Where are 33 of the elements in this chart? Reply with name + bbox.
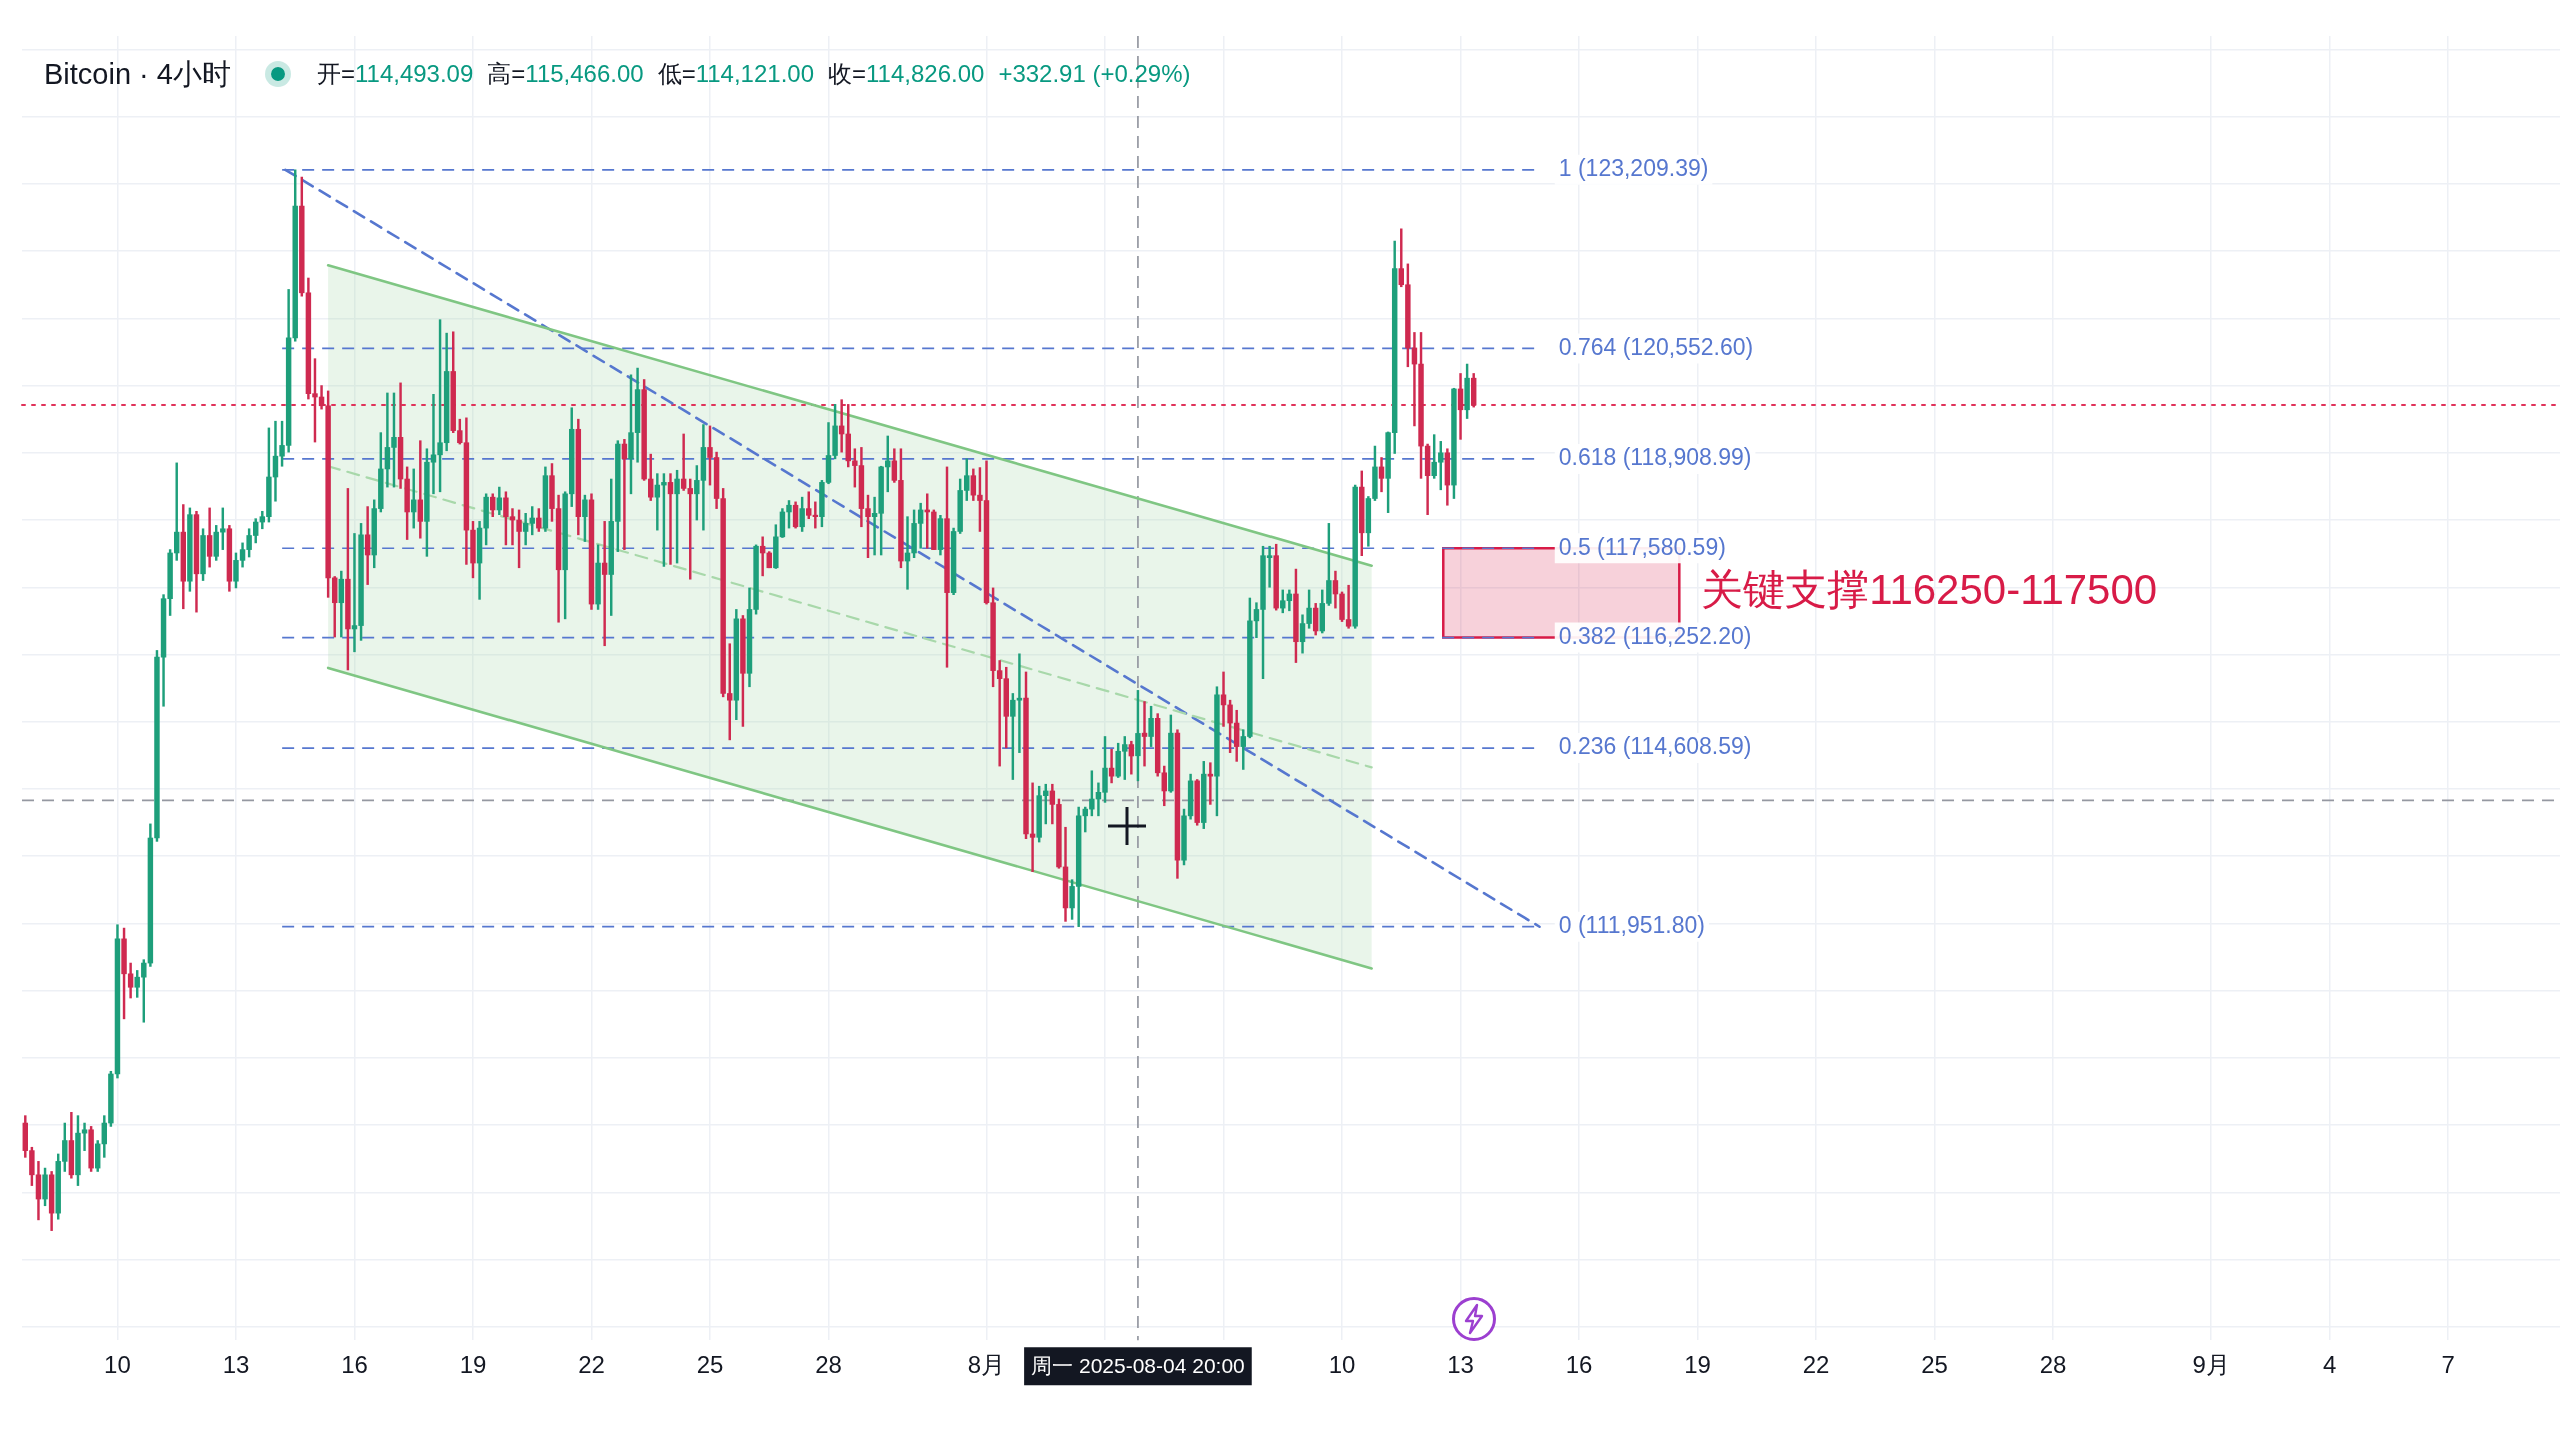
x-tick-label: 25 (696, 1351, 724, 1379)
ref-line-label: 1 (123,209.39) (1558, 155, 1709, 182)
x-tick-label: 10 (104, 1351, 131, 1379)
x-tick-label: 19 (459, 1351, 487, 1379)
x-tick-label: 7 (2441, 1351, 2455, 1379)
x-tick-label: 4 (2322, 1351, 2337, 1379)
ref-line-label: 0.764 (120,552.60) (1558, 333, 1754, 360)
x-tick-label: 16 (1565, 1351, 1593, 1379)
x-tick-label: 28 (2039, 1351, 2067, 1379)
ref-line-label: 0.618 (118,908.99) (1558, 444, 1752, 471)
band-label: 关键支撑116250-117500 (1701, 566, 2158, 614)
x-tick-label: 9月 (2192, 1351, 2230, 1379)
ref-line-label: 0.382 (116,252.20) (1558, 622, 1752, 649)
annotation: 低=114,121.00 (657, 60, 815, 87)
annotation: +332.91 (+0.29%) (998, 60, 1191, 87)
ref-line-label: 0 (111,951.80) (1558, 911, 1705, 938)
x-tick-label: 22 (1802, 1351, 1830, 1379)
annotation: 收=114,826.00 (828, 60, 985, 87)
x-tick-label: 8月 (967, 1351, 1006, 1379)
x-tick-label: 13 (1447, 1351, 1474, 1379)
ref-line-label: 0.236 (114,608.59) (1558, 733, 1752, 760)
ref-line-label: 周一 2025-08-04 20:00 (1031, 1354, 1245, 1377)
annotation: 开=114,493.09 (316, 60, 474, 87)
x-tick-label: 28 (815, 1351, 842, 1379)
x-tick-label: 25 (1921, 1351, 1948, 1379)
annotation: 高=115,466.00 (487, 60, 644, 87)
x-tick-label: 19 (1684, 1351, 1711, 1379)
text: Bitcoin · 4小时 (44, 57, 231, 92)
x-tick-label: 10 (1328, 1351, 1356, 1379)
x-tick-label: 13 (222, 1351, 250, 1379)
x-tick-label: 22 (578, 1351, 605, 1379)
ref-line-label: 0.5 (117,580.59) (1558, 533, 1726, 560)
x-tick-label: 16 (341, 1351, 368, 1379)
